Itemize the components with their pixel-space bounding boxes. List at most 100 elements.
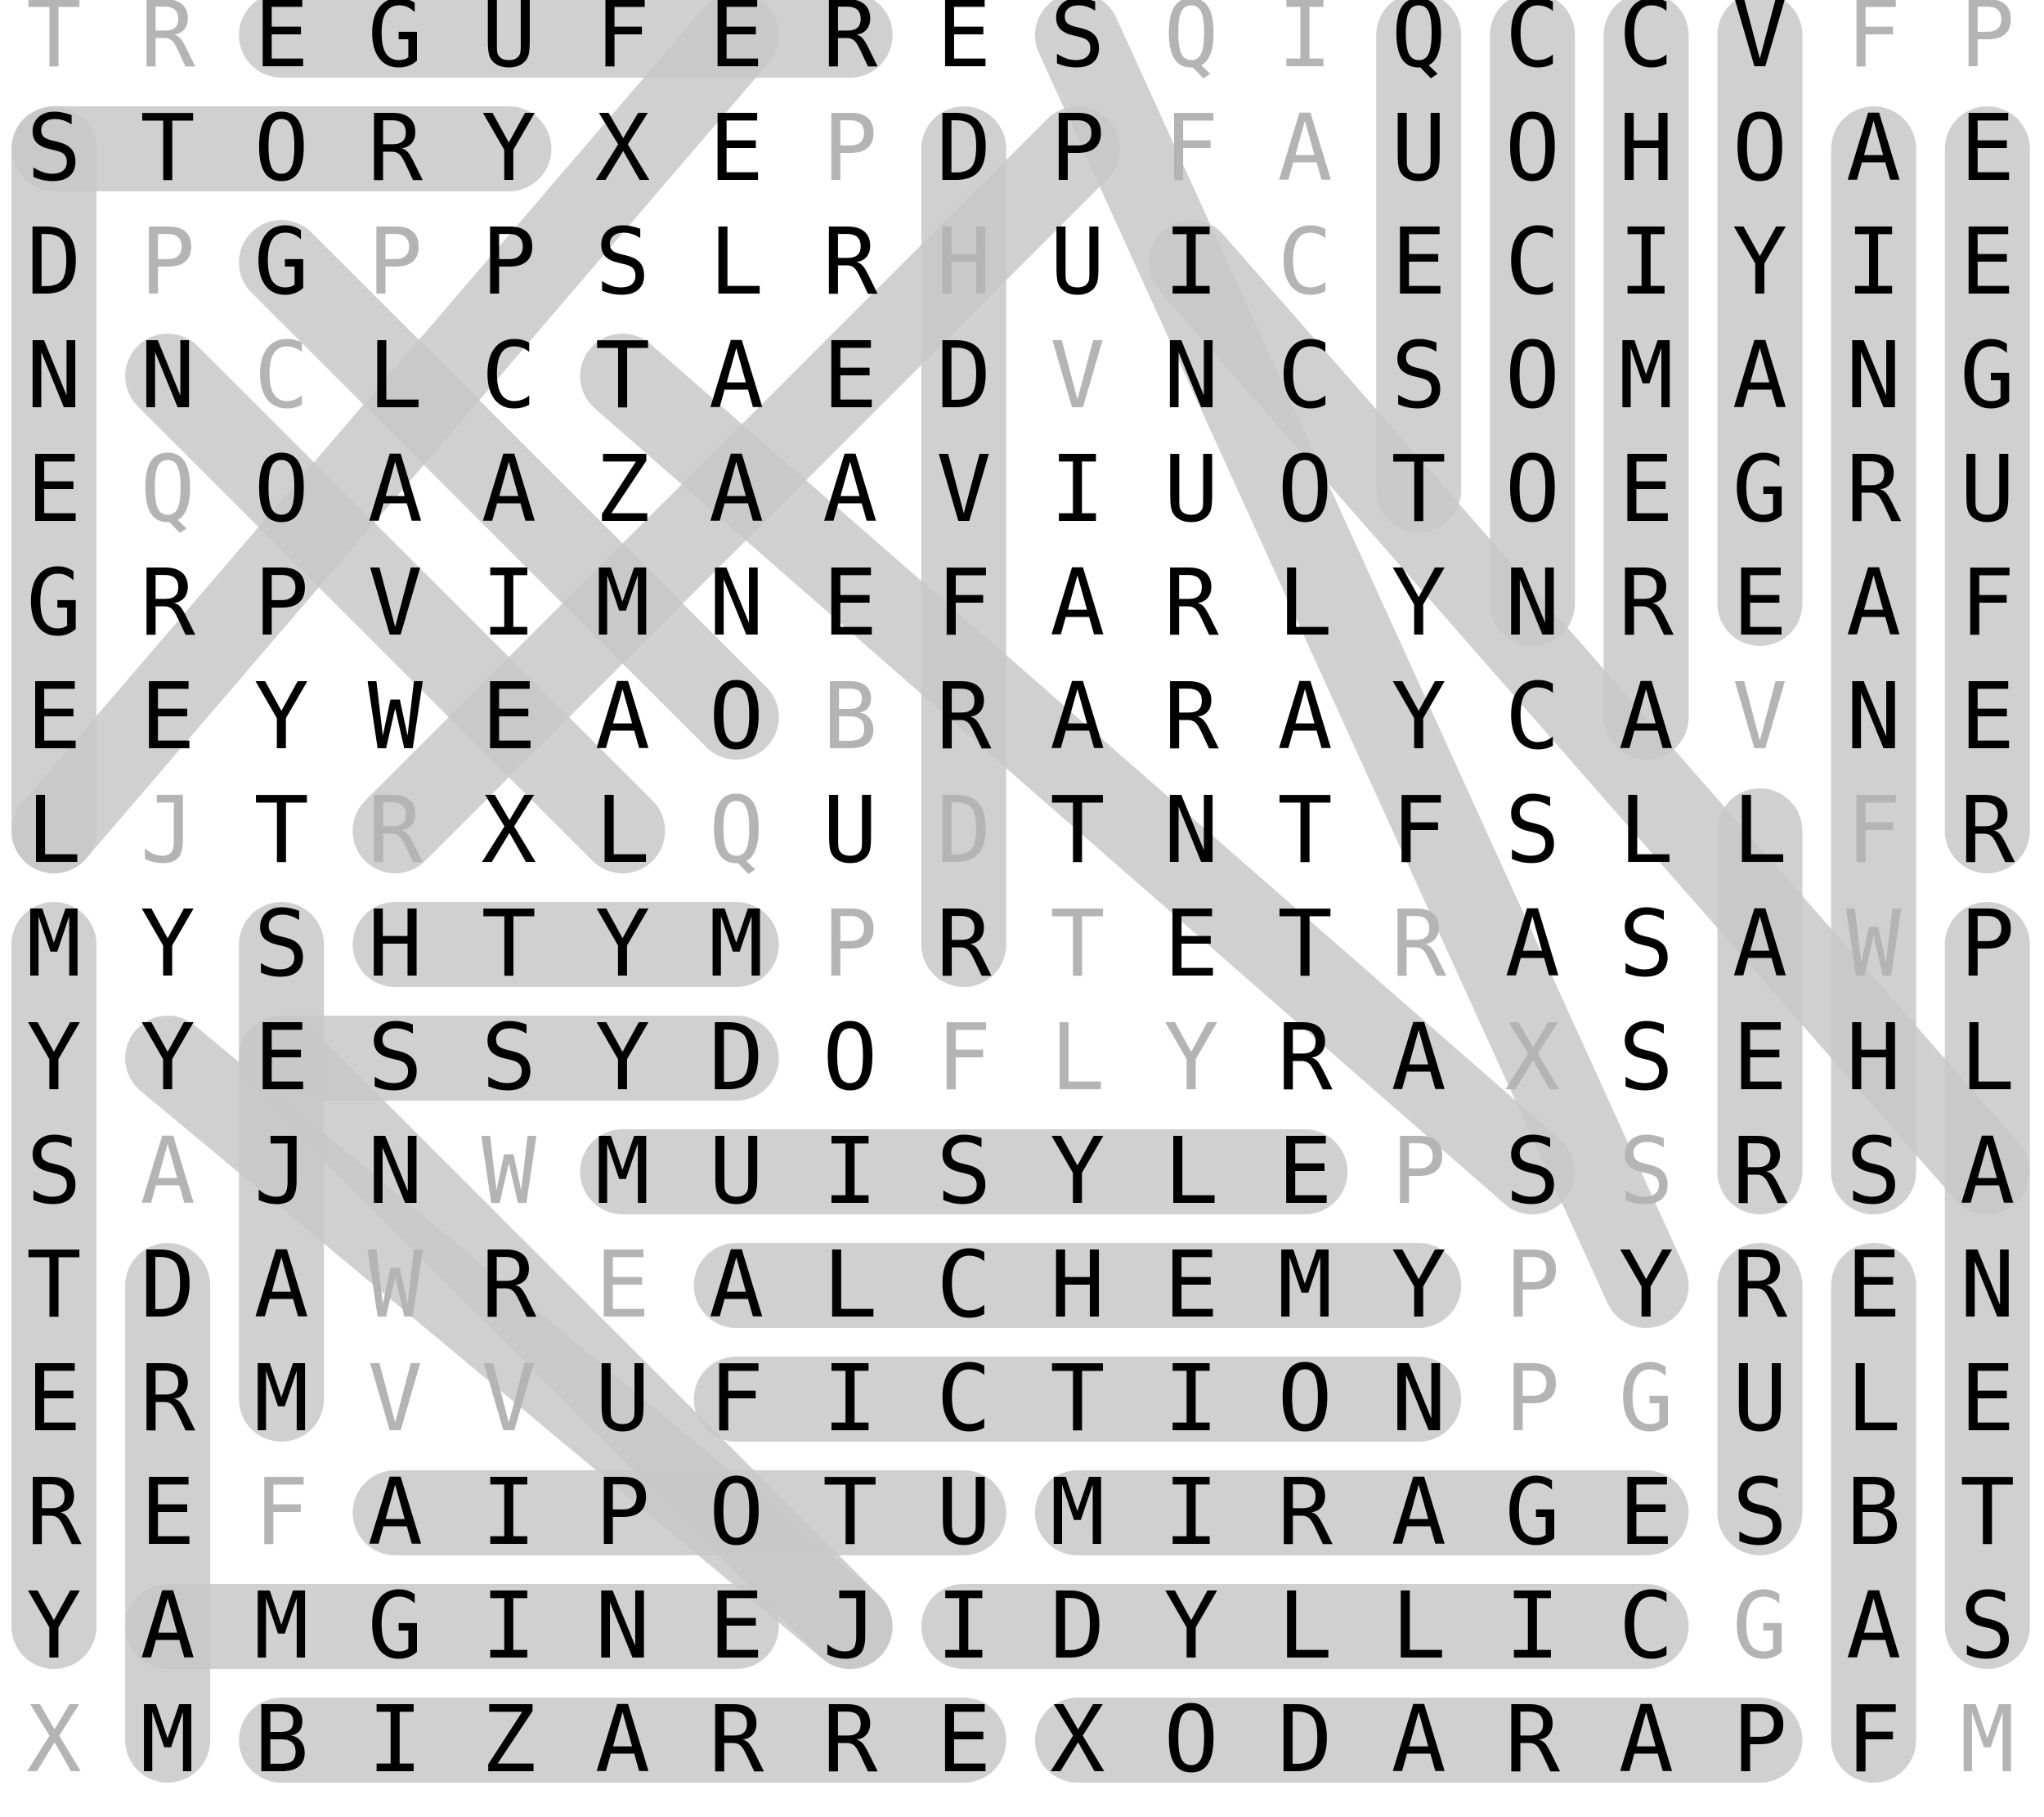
grid-letter[interactable]: U xyxy=(708,1119,764,1225)
grid-letter[interactable]: R xyxy=(367,778,424,884)
grid-letter[interactable]: R xyxy=(1277,1460,1333,1566)
grid-letter[interactable]: M xyxy=(26,891,82,998)
grid-letter[interactable]: R xyxy=(822,1687,878,1793)
grid-letter[interactable]: R xyxy=(822,209,878,316)
grid-letter[interactable]: U xyxy=(1163,437,1219,543)
grid-letter[interactable]: A xyxy=(1618,664,1674,770)
grid-letter[interactable]: N xyxy=(1163,778,1219,884)
grid-letter[interactable]: R xyxy=(26,1460,82,1566)
grid-letter[interactable]: R xyxy=(140,0,195,88)
grid-letter[interactable]: A xyxy=(1050,664,1105,770)
grid-letter[interactable]: S xyxy=(1618,891,1674,998)
grid-letter[interactable]: A xyxy=(367,1460,424,1566)
grid-letter[interactable]: Y xyxy=(26,1005,82,1111)
grid-letter[interactable]: T xyxy=(1277,778,1333,884)
grid-letter[interactable]: L xyxy=(1959,1005,2015,1111)
grid-letter[interactable]: U xyxy=(594,1346,651,1452)
grid-letter[interactable]: E xyxy=(1732,1005,1788,1111)
grid-letter[interactable]: E xyxy=(26,437,82,543)
grid-letter[interactable]: O xyxy=(708,664,764,770)
grid-letter[interactable]: V xyxy=(1732,664,1788,770)
grid-letter[interactable]: U xyxy=(1732,1346,1788,1452)
grid-letter[interactable]: R xyxy=(1618,550,1674,657)
grid-letter[interactable]: R xyxy=(367,96,424,202)
grid-letter[interactable]: I xyxy=(1845,209,1902,316)
grid-letter[interactable]: T xyxy=(26,0,82,88)
grid-letter[interactable]: C xyxy=(1277,209,1333,316)
grid-letter[interactable]: J xyxy=(253,1119,309,1225)
grid-letter[interactable]: A xyxy=(1959,1119,2015,1225)
grid-letter[interactable]: T xyxy=(481,891,537,998)
grid-letter[interactable]: M xyxy=(1618,323,1674,429)
grid-letter[interactable]: M xyxy=(1050,1460,1105,1566)
grid-letter[interactable]: F xyxy=(1163,96,1219,202)
grid-letter[interactable]: U xyxy=(481,0,537,88)
grid-letter[interactable]: U xyxy=(1050,209,1105,316)
grid-letter[interactable]: I xyxy=(481,550,537,657)
grid-letter[interactable]: C xyxy=(1618,0,1674,88)
grid-letter[interactable]: Z xyxy=(481,1687,537,1793)
grid-letter[interactable]: P xyxy=(481,209,537,316)
grid-letter[interactable]: Y xyxy=(1391,550,1446,657)
grid-letter[interactable]: G xyxy=(1504,1460,1561,1566)
grid-letter[interactable]: S xyxy=(367,1005,424,1111)
grid-letter[interactable]: E xyxy=(1959,96,2015,202)
grid-letter[interactable]: N xyxy=(1845,323,1902,429)
grid-letter[interactable]: C xyxy=(1504,209,1561,316)
grid-letter[interactable]: S xyxy=(594,209,651,316)
grid-letter[interactable]: C xyxy=(481,323,537,429)
grid-letter[interactable]: S xyxy=(1618,1005,1674,1111)
grid-letter[interactable]: P xyxy=(253,550,309,657)
grid-letter[interactable]: A xyxy=(1732,323,1788,429)
grid-letter[interactable]: G xyxy=(26,550,82,657)
grid-letter[interactable]: P xyxy=(1959,891,2015,998)
grid-letter[interactable]: E xyxy=(1732,550,1788,657)
grid-letter[interactable]: L xyxy=(1277,550,1333,657)
grid-letter[interactable]: A xyxy=(822,437,878,543)
grid-letter[interactable]: Y xyxy=(594,1005,651,1111)
grid-letter[interactable]: T xyxy=(26,1232,82,1339)
grid-letter[interactable]: V xyxy=(481,1346,537,1452)
grid-letter[interactable]: R xyxy=(140,550,195,657)
grid-letter[interactable]: M xyxy=(1959,1687,2015,1793)
grid-letter[interactable]: Y xyxy=(1391,664,1446,770)
grid-letter[interactable]: M xyxy=(253,1573,309,1680)
grid-letter[interactable]: E xyxy=(1618,1460,1674,1566)
grid-letter[interactable]: W xyxy=(367,664,424,770)
grid-letter[interactable]: B xyxy=(1845,1460,1902,1566)
grid-letter[interactable]: X xyxy=(1504,1005,1561,1111)
grid-letter[interactable]: A xyxy=(140,1119,195,1225)
grid-letter[interactable]: W xyxy=(367,1232,424,1339)
grid-letter[interactable]: Z xyxy=(594,437,651,543)
grid-letter[interactable]: Y xyxy=(1163,1005,1219,1111)
grid-letter[interactable]: M xyxy=(594,550,651,657)
grid-letter[interactable]: U xyxy=(822,778,878,884)
grid-letter[interactable]: E xyxy=(140,1460,195,1566)
grid-letter[interactable]: D xyxy=(140,1232,195,1339)
grid-letter[interactable]: J xyxy=(822,1573,878,1680)
grid-letter[interactable]: P xyxy=(1050,96,1105,202)
grid-letter[interactable]: S xyxy=(26,1119,82,1225)
grid-letter[interactable]: A xyxy=(1845,550,1902,657)
grid-letter[interactable]: G xyxy=(1732,1573,1788,1680)
grid-letter[interactable]: R xyxy=(1277,1005,1333,1111)
grid-letter[interactable]: P xyxy=(822,891,878,998)
grid-letter[interactable]: Y xyxy=(1391,1232,1446,1339)
grid-letter[interactable]: R xyxy=(936,891,992,998)
grid-letter[interactable]: M xyxy=(594,1119,651,1225)
grid-letter[interactable]: G xyxy=(367,1573,424,1680)
grid-letter[interactable]: E xyxy=(1391,209,1446,316)
grid-letter[interactable]: H xyxy=(1050,1232,1105,1339)
grid-letter[interactable]: E xyxy=(1277,1119,1333,1225)
grid-letter[interactable]: N xyxy=(140,323,195,429)
grid-letter[interactable]: A xyxy=(1504,891,1561,998)
grid-letter[interactable]: L xyxy=(367,323,424,429)
grid-letter[interactable]: D xyxy=(1277,1687,1333,1793)
grid-letter[interactable]: X xyxy=(26,1687,82,1793)
grid-letter[interactable]: F xyxy=(1845,778,1902,884)
grid-letter[interactable]: L xyxy=(822,1232,878,1339)
grid-letter[interactable]: F xyxy=(936,550,992,657)
grid-letter[interactable]: C xyxy=(1277,323,1333,429)
grid-letter[interactable]: S xyxy=(481,1005,537,1111)
grid-letter[interactable]: I xyxy=(1504,1573,1561,1680)
